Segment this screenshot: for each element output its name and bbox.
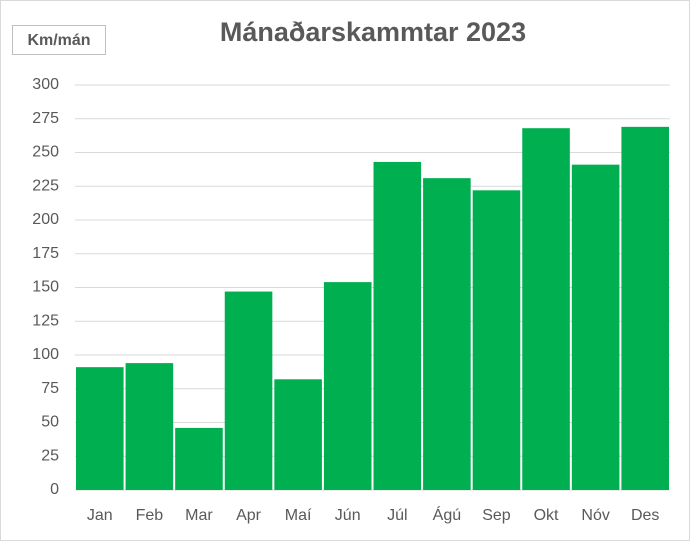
bar bbox=[571, 164, 620, 490]
bar bbox=[621, 126, 669, 490]
y-tick-label: 175 bbox=[32, 245, 59, 262]
bar bbox=[423, 178, 471, 490]
y-tick-label: 50 bbox=[41, 414, 59, 431]
y-axis-label: Km/mán bbox=[27, 32, 90, 49]
x-tick-label: Nóv bbox=[581, 507, 609, 524]
bar bbox=[125, 363, 174, 490]
x-tick-label: Okt bbox=[534, 507, 559, 524]
y-tick-label: 100 bbox=[32, 346, 59, 363]
y-tick-label: 225 bbox=[32, 177, 59, 194]
x-tick-label: Jan bbox=[87, 507, 113, 524]
y-tick-label: 275 bbox=[32, 110, 59, 127]
y-tick-label: 250 bbox=[32, 144, 59, 161]
y-tick-label: 0 bbox=[50, 481, 59, 498]
y-tick-label: 75 bbox=[41, 380, 59, 397]
bar bbox=[274, 379, 322, 490]
bar bbox=[323, 282, 372, 490]
bar bbox=[175, 427, 223, 490]
y-tick-label: 200 bbox=[32, 211, 59, 228]
x-tick-label: Apr bbox=[236, 507, 262, 524]
x-tick-label: Júl bbox=[387, 507, 407, 524]
chart-title: Mánaðarskammtar 2023 bbox=[220, 17, 526, 47]
y-tick-label: 25 bbox=[41, 447, 59, 464]
y-label-box bbox=[12, 25, 106, 55]
bar bbox=[472, 190, 521, 491]
x-tick-label: Maí bbox=[285, 507, 312, 524]
y-tick-label: 125 bbox=[32, 312, 59, 329]
x-tick-label: Feb bbox=[136, 507, 164, 524]
x-tick-label: Mar bbox=[185, 507, 213, 524]
y-tick-label: 300 bbox=[32, 76, 59, 93]
bar bbox=[76, 367, 124, 490]
x-tick-label: Jún bbox=[335, 507, 361, 524]
bar bbox=[373, 161, 422, 490]
x-tick-label: Ágú bbox=[433, 505, 461, 524]
x-tick-label: Sep bbox=[482, 507, 511, 524]
y-tick-label: 150 bbox=[32, 279, 59, 296]
x-tick-label: Des bbox=[631, 507, 659, 524]
bar bbox=[224, 291, 273, 490]
bar bbox=[522, 128, 570, 490]
